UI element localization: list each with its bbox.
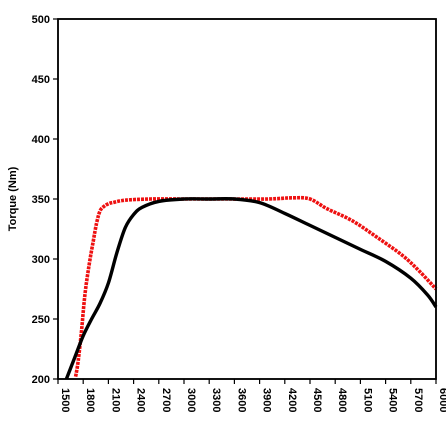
- y-tick-label: 200: [32, 374, 50, 386]
- x-tick-label: 3300: [210, 388, 222, 412]
- x-tick-label: 4500: [311, 388, 323, 412]
- x-tick-label: 6000: [437, 388, 446, 412]
- x-tick-label: 2700: [160, 388, 172, 412]
- x-tick-label: 5100: [361, 388, 373, 412]
- y-tick-label: 450: [32, 74, 50, 86]
- x-axis-ticks: 1500 1800 2100 2400 2700 3000 3300 3600 3900 4200…: [57, 379, 446, 412]
- x-tick-label: 1500: [59, 388, 71, 412]
- series-layer: [57, 18, 438, 380]
- plot-frame: [57, 18, 437, 380]
- x-tick-label: 1800: [84, 388, 96, 412]
- x-tick-label: 4800: [336, 388, 348, 412]
- x-tick-label: 5700: [412, 388, 424, 412]
- y-tick-label: 350: [32, 194, 50, 206]
- series-line-red: [73, 195, 438, 377]
- x-tick-label: 3600: [235, 388, 247, 412]
- x-tick-label: 2100: [109, 388, 121, 412]
- x-tick-label: 3900: [261, 388, 273, 412]
- x-tick-label: 2400: [135, 388, 147, 412]
- x-tick-label: 4200: [286, 388, 298, 412]
- y-axis-title: Torque (Nm): [7, 166, 19, 231]
- y-tick-label: 250: [32, 314, 50, 326]
- y-tick-label: 500: [32, 14, 50, 26]
- y-axis-ticks: 200 250 300 350 400 450 500: [32, 14, 58, 386]
- x-tick-label: 3000: [185, 388, 197, 412]
- y-tick-label: 300: [32, 254, 50, 266]
- x-tick-label: 5400: [387, 388, 399, 412]
- y-tick-label: 400: [32, 134, 50, 146]
- series-line-black: [64, 197, 438, 380]
